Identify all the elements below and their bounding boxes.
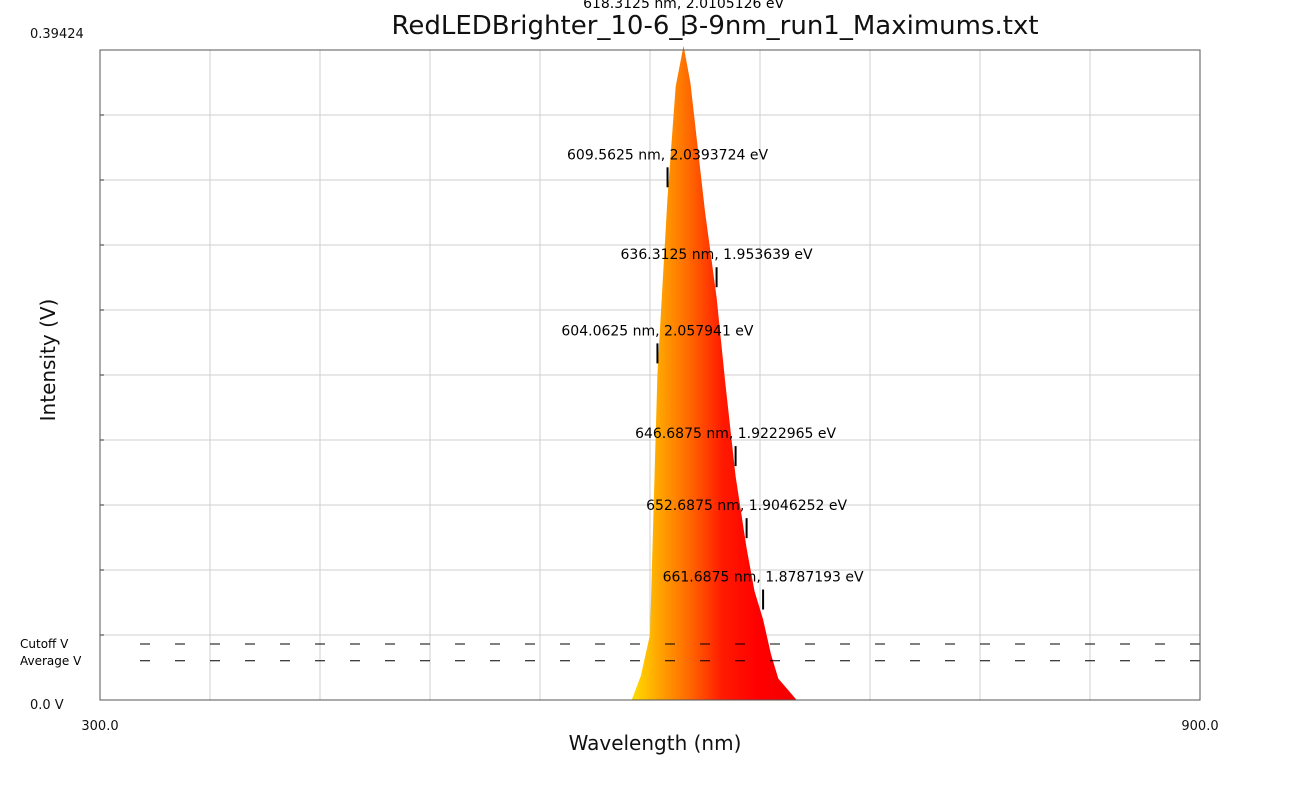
x-tick-label-max: 900.0 — [1181, 719, 1218, 734]
y-minor-ticks — [100, 114, 104, 636]
chart-title: RedLEDBrighter_10-6_3-9nm_run1_Maximums.… — [391, 11, 1038, 41]
peak-label: 661.6875 nm, 1.8787193 eV — [663, 570, 864, 586]
spectrum-area — [631, 45, 797, 700]
x-axis-title: Wavelength (nm) — [569, 731, 742, 755]
peak-label: 618.3125 nm, 2.0105126 eV — [583, 0, 784, 12]
y-axis-title: Intensity (V) — [36, 299, 60, 422]
grid — [100, 50, 1200, 700]
plot-border — [99, 49, 1201, 701]
peak-annotations: 618.3125 nm, 2.0105126 eV 609.5625 nm, 2.… — [561, 0, 864, 610]
peak-label: 604.0625 nm, 2.057941 eV — [561, 323, 754, 339]
x-tick-label-min: 300.0 — [81, 719, 118, 734]
peak-label: 636.3125 nm, 1.953639 eV — [621, 247, 814, 263]
peak-label: 652.6875 nm, 1.9046252 eV — [646, 498, 847, 514]
reference-line-label: Cutoff V — [20, 637, 69, 651]
reference-line-label: Average V — [20, 654, 82, 668]
y-tick-label-min: 0.0 V — [30, 698, 64, 713]
reference-lines: Cutoff V Average V — [20, 637, 1200, 668]
y-tick-label-max: 0.39424 — [30, 27, 84, 42]
peak-label: 646.6875 nm, 1.9222965 eV — [635, 426, 836, 442]
peak-label: 609.5625 nm, 2.0393724 eV — [567, 147, 768, 163]
